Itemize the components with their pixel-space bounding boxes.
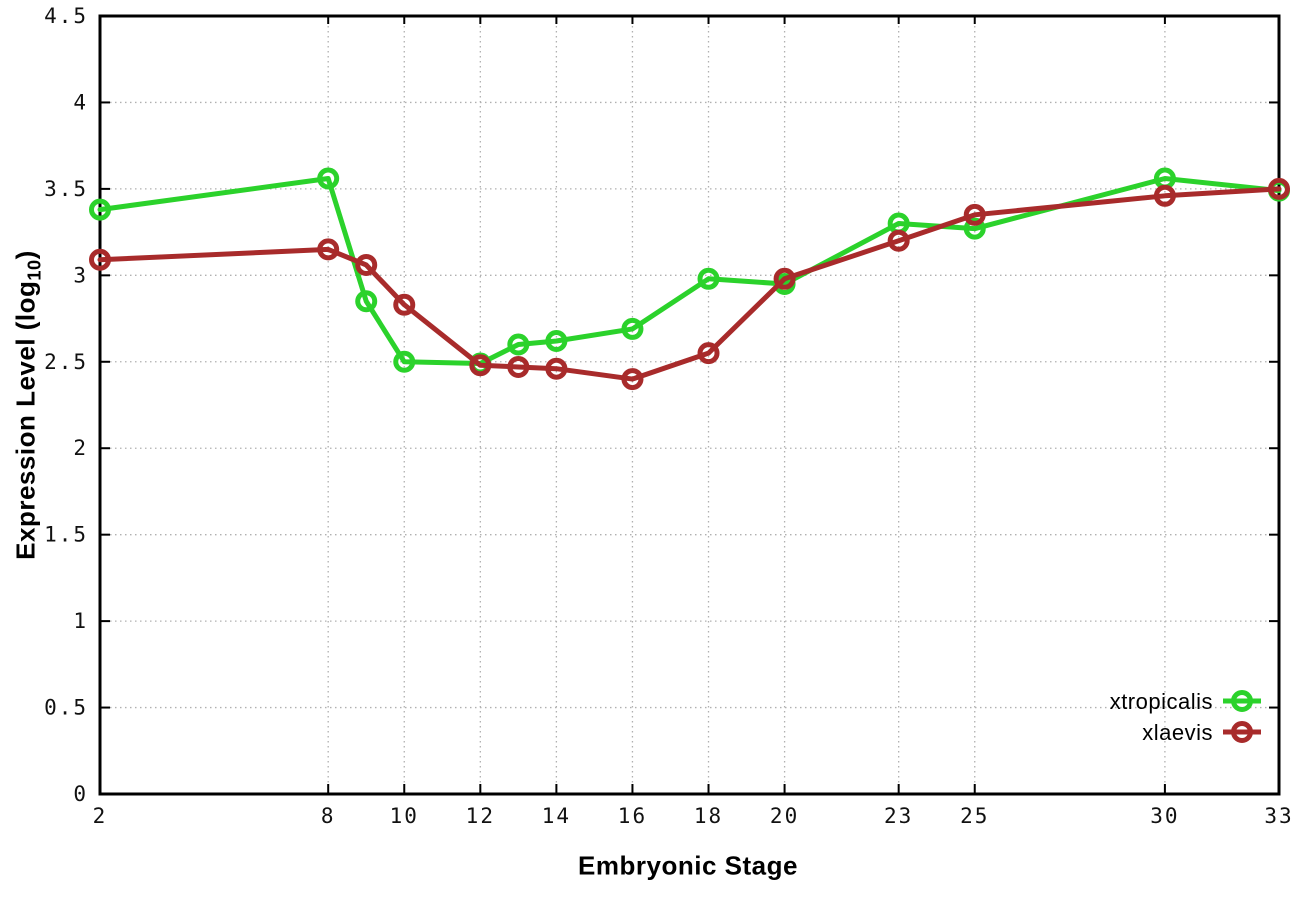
data-point-marker-xtropicalis <box>355 290 378 313</box>
data-point-marker-xlaevis <box>1268 177 1290 200</box>
series-line-xlaevis <box>97 186 1282 382</box>
data-point-marker-xlaevis <box>89 248 111 271</box>
x-tick-label: 8 <box>321 804 336 828</box>
data-point-marker-xlaevis <box>773 267 796 290</box>
data-point-marker-xlaevis <box>887 229 910 252</box>
data-point-marker-xtropicalis <box>621 317 644 340</box>
x-tick-label: 33 <box>1264 804 1293 828</box>
data-point-marker-xtropicalis <box>545 330 568 353</box>
x-axis-title: Embryonic Stage <box>578 850 798 881</box>
y-tick-label: 2 <box>73 436 88 460</box>
legend-marker-icon-xtropicalis <box>1231 690 1253 712</box>
y-tick-label: 0.5 <box>44 696 88 720</box>
data-point-marker-xlaevis <box>1153 184 1176 207</box>
data-point-marker-xlaevis <box>355 253 378 276</box>
data-point-marker-xlaevis <box>393 293 416 316</box>
data-point-marker-xtropicalis <box>697 267 720 290</box>
x-tick-label: 18 <box>694 804 723 828</box>
x-tick-label: 10 <box>390 804 419 828</box>
y-axis-title-suffix: ) <box>10 250 41 260</box>
x-tick-label: 20 <box>770 804 799 828</box>
legend-label-xtropicalis: xtropicalis <box>1110 689 1213 714</box>
data-point-marker-xlaevis <box>507 355 530 378</box>
y-tick-label: 1 <box>73 609 88 633</box>
data-point-marker-xtropicalis <box>317 167 340 190</box>
x-tick-label: 30 <box>1150 804 1179 828</box>
y-axis-title-subscript: 10 <box>24 259 45 281</box>
x-tick-label: 14 <box>542 804 571 828</box>
y-axis-title-text: Expression Level (log <box>10 280 41 560</box>
x-tick-label: 16 <box>618 804 647 828</box>
y-tick-label: 4 <box>73 90 88 114</box>
y-tick-label: 3 <box>73 263 88 287</box>
y-axis-title: Expression Level (log10) <box>10 250 45 560</box>
plot-border <box>98 14 1281 796</box>
data-point-marker-xlaevis <box>469 354 492 377</box>
y-tick-label: 1.5 <box>44 523 88 547</box>
data-point-marker-xlaevis <box>621 368 644 391</box>
x-tick-label: 2 <box>93 804 108 828</box>
legend-marker-icon-xlaevis <box>1231 721 1253 743</box>
y-tick-label: 3.5 <box>44 177 88 201</box>
x-tick-label: 25 <box>960 804 989 828</box>
legend-entry-xtropicalis: xtropicalis <box>1110 689 1261 714</box>
x-tick-label: 12 <box>466 804 495 828</box>
data-point-marker-xlaevis <box>317 238 340 261</box>
legend-entry-xlaevis: xlaevis <box>1142 720 1261 745</box>
data-point-marker-xtropicalis <box>963 217 986 240</box>
data-point-marker-xlaevis <box>545 357 568 380</box>
y-tick-label: 0 <box>73 782 88 806</box>
legend-label-xlaevis: xlaevis <box>1142 720 1213 745</box>
data-point-marker-xlaevis <box>697 342 720 365</box>
x-tick-label: 23 <box>884 804 913 828</box>
series-line-xtropicalis <box>97 176 1282 367</box>
data-point-marker-xtropicalis <box>89 198 111 221</box>
y-tick-label: 2.5 <box>44 350 88 374</box>
data-point-marker-xtropicalis <box>507 333 530 356</box>
data-point-marker-xlaevis <box>963 203 986 226</box>
y-tick-label: 4.5 <box>44 4 88 28</box>
data-point-marker-xtropicalis <box>393 350 416 373</box>
